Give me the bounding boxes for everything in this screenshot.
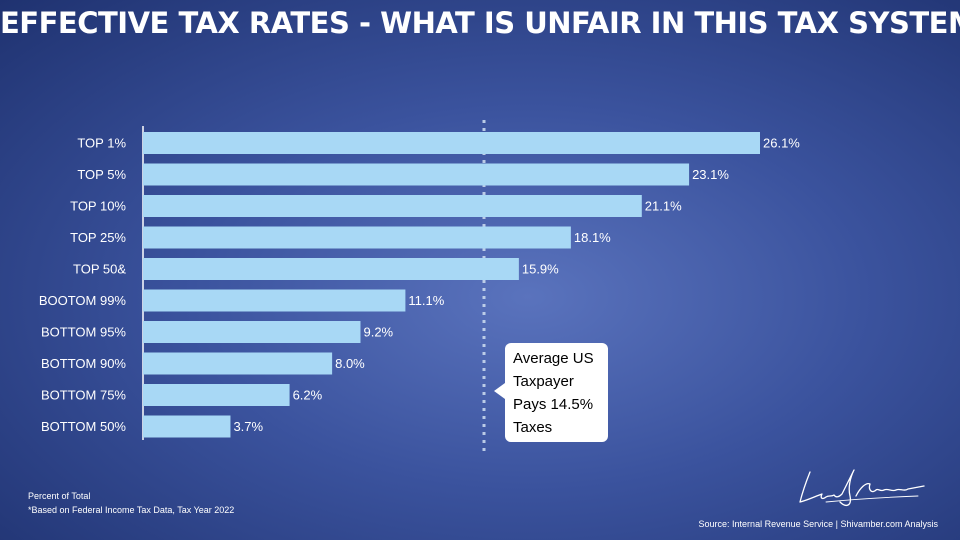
average-taxpayer-callout: Average US Taxpayer Pays 14.5% Taxes (494, 343, 608, 442)
bar-8 (143, 384, 290, 406)
callout-line-2: Taxpayer (513, 373, 574, 390)
value-label-6: 9.2% (363, 325, 393, 340)
category-label-3: TOP 25% (70, 230, 126, 245)
category-label-1: TOP 5% (77, 167, 126, 182)
category-label-9: BOTTOM 50% (41, 419, 126, 434)
value-label-8: 6.2% (293, 388, 323, 403)
source-attribution: Source: Internal Revenue Service | Shiva… (698, 519, 938, 529)
bar-5 (143, 289, 406, 312)
bar-7 (143, 352, 333, 375)
value-label-0: 26.1% (763, 136, 800, 151)
bar-9 (143, 415, 231, 438)
callout-line-1: Average US (513, 350, 594, 367)
category-label-5: BOOTOM 99% (39, 293, 127, 308)
footnote-data-basis: *Based on Federal Income Tax Data, Tax Y… (28, 505, 235, 515)
value-label-3: 18.1% (574, 230, 611, 245)
bar-0 (143, 132, 760, 154)
bar-3 (143, 226, 571, 249)
value-label-4: 15.9% (522, 262, 559, 277)
value-label-9: 3.7% (233, 419, 263, 434)
bar-4 (143, 258, 519, 280)
callout-line-3: Pays 14.5% (513, 396, 594, 413)
value-label-5: 11.1% (408, 293, 444, 308)
bar-6 (143, 321, 361, 343)
category-label-7: BOTTOM 90% (41, 356, 126, 371)
footnote-percent-of-total: Percent of Total (28, 491, 91, 501)
bar-2 (143, 195, 642, 217)
signature-image (799, 469, 925, 507)
category-label-2: TOP 10% (70, 199, 126, 214)
value-label-2: 21.1% (645, 199, 682, 214)
chart-title: EFFECTIVE TAX RATES - WHAT IS UNFAIR IN … (0, 6, 960, 40)
bar-1 (143, 163, 690, 186)
category-label-0: TOP 1% (77, 136, 126, 151)
category-label-8: BOTTOM 75% (41, 388, 126, 403)
value-label-1: 23.1% (692, 167, 729, 182)
value-label-7: 8.0% (335, 356, 365, 371)
category-label-6: BOTTOM 95% (41, 325, 126, 340)
category-label-4: TOP 50& (73, 262, 126, 277)
callout-line-4: Taxes (513, 419, 553, 436)
